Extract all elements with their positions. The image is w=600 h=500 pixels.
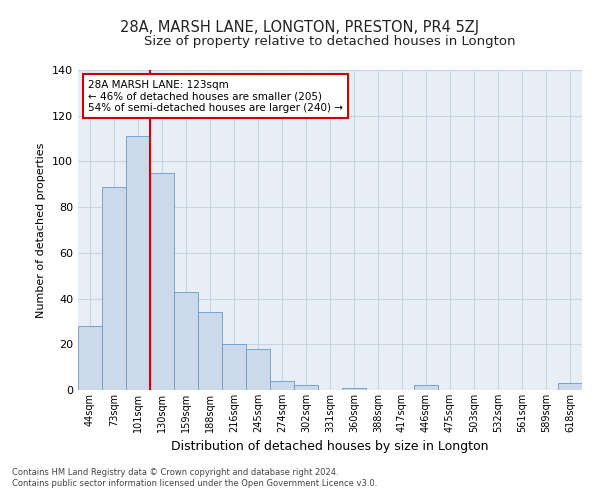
Text: 28A MARSH LANE: 123sqm
← 46% of detached houses are smaller (205)
54% of semi-de: 28A MARSH LANE: 123sqm ← 46% of detached…: [88, 80, 343, 113]
X-axis label: Distribution of detached houses by size in Longton: Distribution of detached houses by size …: [171, 440, 489, 454]
Bar: [174, 292, 198, 390]
Title: Size of property relative to detached houses in Longton: Size of property relative to detached ho…: [144, 35, 516, 48]
Bar: [222, 344, 246, 390]
Bar: [126, 136, 150, 390]
Text: 28A, MARSH LANE, LONGTON, PRESTON, PR4 5ZJ: 28A, MARSH LANE, LONGTON, PRESTON, PR4 5…: [121, 20, 479, 35]
Y-axis label: Number of detached properties: Number of detached properties: [37, 142, 46, 318]
Bar: [78, 326, 102, 390]
Bar: [270, 381, 294, 390]
Bar: [294, 386, 318, 390]
Bar: [102, 186, 126, 390]
Bar: [342, 388, 366, 390]
Bar: [150, 173, 174, 390]
Bar: [198, 312, 222, 390]
Bar: [246, 349, 270, 390]
Bar: [414, 386, 438, 390]
Bar: [558, 383, 582, 390]
Text: Contains HM Land Registry data © Crown copyright and database right 2024.
Contai: Contains HM Land Registry data © Crown c…: [12, 468, 377, 487]
